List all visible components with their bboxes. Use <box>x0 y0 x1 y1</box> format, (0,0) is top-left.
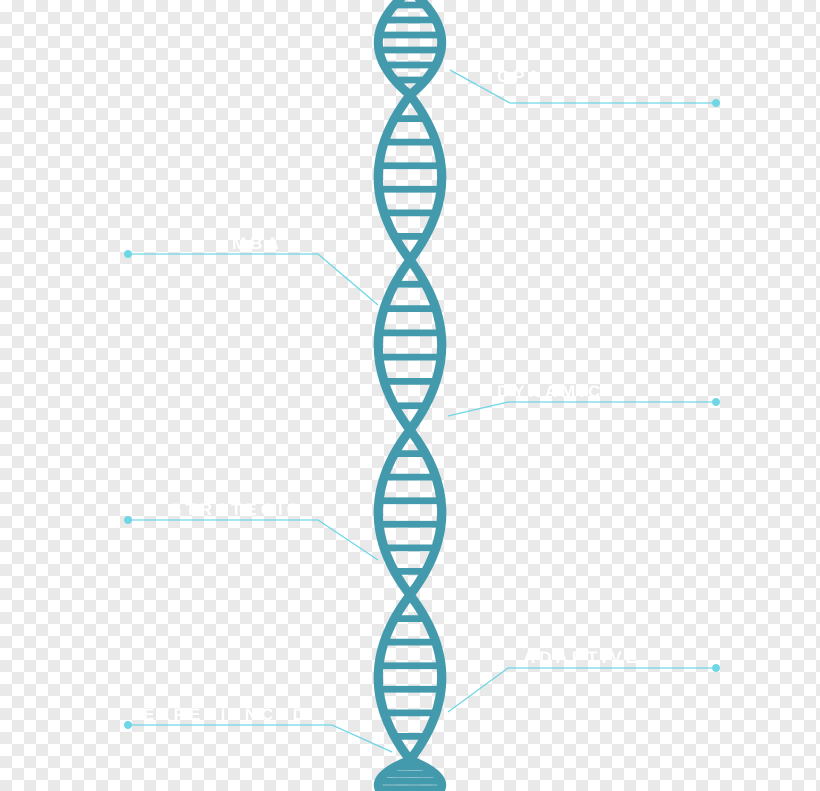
callout-dot-cpa <box>712 99 720 107</box>
callout-dot-adaptive <box>712 664 720 672</box>
callout-line-dynamic <box>448 402 716 416</box>
callout-line-adaptive <box>448 668 716 712</box>
callout-line-mba <box>128 254 378 305</box>
infographic-stage: CPAMBADYNAMICSTRATEGICADAPTIVEEXPERIENCE… <box>0 0 820 791</box>
callout-dot-strategic <box>124 516 132 524</box>
callout-dot-experienced <box>124 721 132 729</box>
callout-dot-mba <box>124 250 132 258</box>
callout-line-cpa <box>450 70 716 103</box>
callout-dot-dynamic <box>712 398 720 406</box>
callout-line-strategic <box>128 520 378 560</box>
dna-diagram-svg <box>0 0 820 791</box>
callout-line-experienced <box>128 725 392 752</box>
